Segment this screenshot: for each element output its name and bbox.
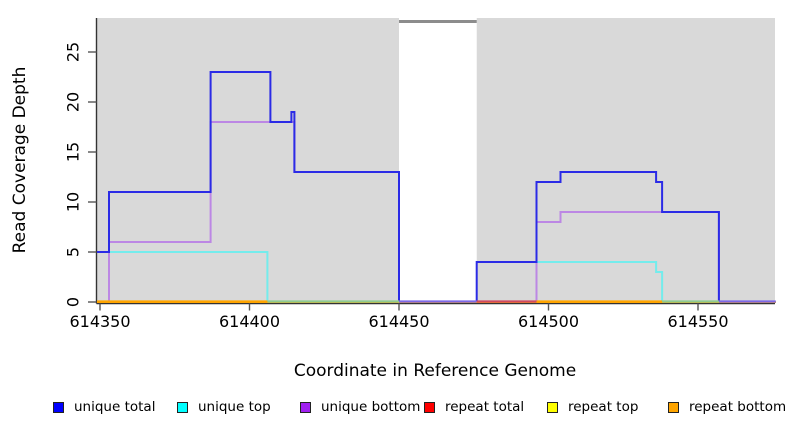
series-line-unique-top	[97, 251, 776, 303]
masked-region	[399, 18, 477, 302]
